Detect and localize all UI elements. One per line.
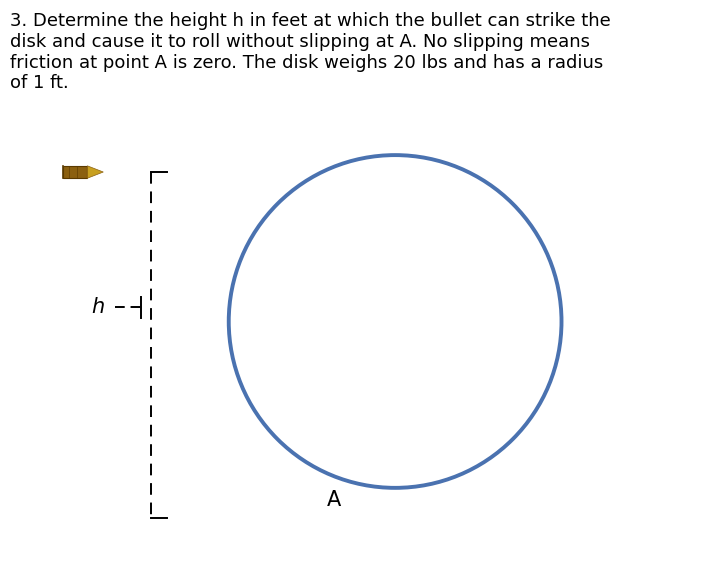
Bar: [64, 166, 87, 178]
Text: A: A: [326, 491, 341, 510]
Text: h: h: [91, 297, 104, 318]
Text: 3. Determine the height h in feet at which the bullet can strike the
disk and ca: 3. Determine the height h in feet at whi…: [10, 12, 610, 92]
Polygon shape: [87, 166, 103, 178]
